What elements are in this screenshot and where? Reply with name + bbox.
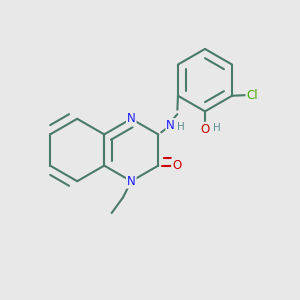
Text: N: N [127,112,136,125]
Text: N: N [127,175,136,188]
Text: N: N [167,119,175,132]
Text: O: O [200,123,210,136]
Text: Cl: Cl [246,89,258,102]
Text: O: O [172,159,181,172]
Text: H: H [177,122,185,132]
Text: H: H [213,123,221,133]
